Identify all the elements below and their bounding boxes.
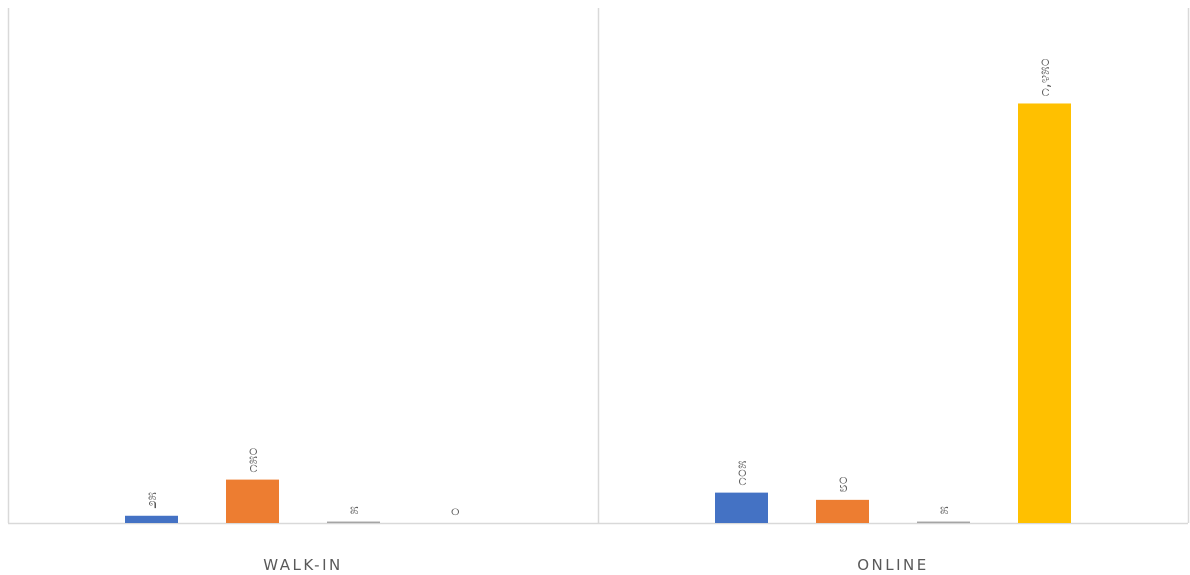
category-label-walk-in: WALK-IN — [263, 556, 342, 574]
bar-online-series-2 — [816, 499, 869, 523]
bar-walk-in-series-2 — [226, 479, 279, 523]
bar-online-series-1 — [715, 492, 768, 523]
data-label-online-series-4: ೧,೪೫೦ — [1035, 58, 1053, 96]
data-label-walk-in-series-4: ೦ — [445, 508, 463, 516]
bar-walk-in-series-3 — [327, 521, 380, 524]
category-label-online: ONLINE — [857, 556, 929, 574]
data-label-walk-in-series-2: ೧೫೦ — [243, 447, 261, 472]
data-label-walk-in-series-3: ೫ — [344, 506, 362, 514]
bar-walk-in-series-1 — [125, 515, 178, 523]
data-label-online-series-3: ೫ — [934, 506, 952, 514]
bar-online-series-4 — [1018, 103, 1071, 523]
bar-online-series-3 — [917, 521, 970, 524]
data-label-walk-in-series-1: ೨೫ — [142, 492, 160, 509]
data-label-online-series-2: ೮೦ — [833, 476, 851, 493]
data-label-online-series-1: ೧೦೫ — [732, 460, 750, 485]
